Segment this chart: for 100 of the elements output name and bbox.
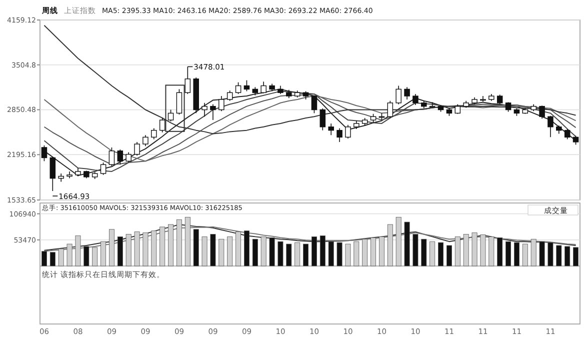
- bar: [100, 241, 106, 266]
- bar: [387, 224, 393, 266]
- candlestick: [226, 90, 233, 102]
- bar: [160, 226, 166, 266]
- bar: [354, 241, 360, 266]
- candlestick: [50, 156, 56, 192]
- candlestick: [328, 123, 334, 136]
- candlestick: [320, 108, 326, 131]
- candlestick: [260, 81, 266, 94]
- bar: [336, 242, 342, 266]
- bar: [454, 236, 460, 266]
- bar: [176, 219, 182, 266]
- bar: [202, 236, 208, 266]
- candlestick: [168, 109, 174, 122]
- bar: [472, 232, 478, 266]
- candlestick: [412, 94, 418, 106]
- bar: [328, 241, 334, 266]
- candlestick: [117, 149, 124, 165]
- bar: [58, 248, 64, 266]
- bar: [303, 244, 309, 266]
- line-series: [44, 24, 576, 134]
- bar: [278, 241, 284, 266]
- candlestick: [210, 104, 216, 120]
- candlestick: [336, 128, 342, 142]
- bar: [539, 241, 545, 266]
- bar: [320, 236, 326, 266]
- bar: [193, 229, 199, 266]
- bar: [126, 234, 132, 266]
- candlestick: [396, 85, 402, 105]
- bar: [75, 236, 81, 266]
- bar: [480, 234, 486, 266]
- bar: [548, 242, 554, 266]
- candlestick: [126, 152, 132, 163]
- bar: [134, 232, 140, 266]
- bar: [210, 234, 216, 266]
- candlestick: [108, 147, 115, 166]
- bar: [294, 242, 300, 266]
- candlestick: [539, 105, 545, 120]
- bar: [564, 246, 570, 266]
- candlestick: [66, 171, 72, 179]
- candlestick: [454, 104, 461, 114]
- bar: [66, 244, 72, 266]
- bar: [378, 236, 384, 266]
- bar: [412, 234, 418, 266]
- candlestick: [202, 102, 208, 118]
- bar: [506, 241, 512, 266]
- candlestick: [159, 118, 166, 133]
- candlestick: [218, 96, 224, 112]
- bar: [370, 237, 376, 266]
- bar: [142, 232, 148, 266]
- bar: [421, 238, 427, 266]
- bar: [252, 238, 258, 266]
- bar: [244, 230, 250, 266]
- candlestick: [496, 94, 503, 105]
- bar: [50, 252, 56, 266]
- candlestick: [404, 86, 410, 100]
- bar: [41, 251, 47, 266]
- bar: [404, 222, 410, 266]
- candlestick: [142, 134, 148, 146]
- bar: [92, 247, 98, 266]
- bar: [84, 246, 90, 266]
- candlestick: [41, 145, 48, 162]
- bar: [151, 230, 157, 266]
- bar: [108, 229, 114, 266]
- bar: [311, 236, 317, 266]
- bar: [345, 244, 351, 266]
- bar: [168, 224, 174, 266]
- bar: [514, 242, 520, 266]
- candlestick: [505, 102, 512, 112]
- bar: [522, 244, 528, 266]
- bar: [117, 236, 123, 266]
- bar: [269, 237, 275, 266]
- bar: [488, 236, 494, 266]
- candlestick: [548, 116, 554, 138]
- bar: [463, 234, 469, 266]
- bar: [438, 242, 444, 266]
- bar: [260, 236, 266, 266]
- candlestick: [345, 124, 351, 139]
- candlestick: [311, 94, 318, 114]
- bar: [396, 216, 402, 266]
- candlestick: [100, 162, 106, 176]
- bar: [184, 216, 190, 266]
- bar: [227, 236, 233, 266]
- bar: [362, 238, 368, 266]
- candlestick: [176, 88, 182, 115]
- candlestick: [564, 128, 570, 140]
- candlestick: [184, 66, 191, 94]
- bar: [573, 247, 579, 266]
- bar: [556, 245, 562, 266]
- candlestick: [244, 80, 250, 92]
- bar: [530, 238, 536, 266]
- bar: [446, 245, 452, 266]
- candlestick: [134, 142, 140, 156]
- bar: [218, 238, 224, 266]
- candlestick: [387, 100, 394, 118]
- candlestick: [151, 128, 157, 140]
- bar: [286, 244, 292, 266]
- bar: [497, 237, 503, 266]
- bar: [236, 232, 242, 266]
- bar: [430, 241, 436, 266]
